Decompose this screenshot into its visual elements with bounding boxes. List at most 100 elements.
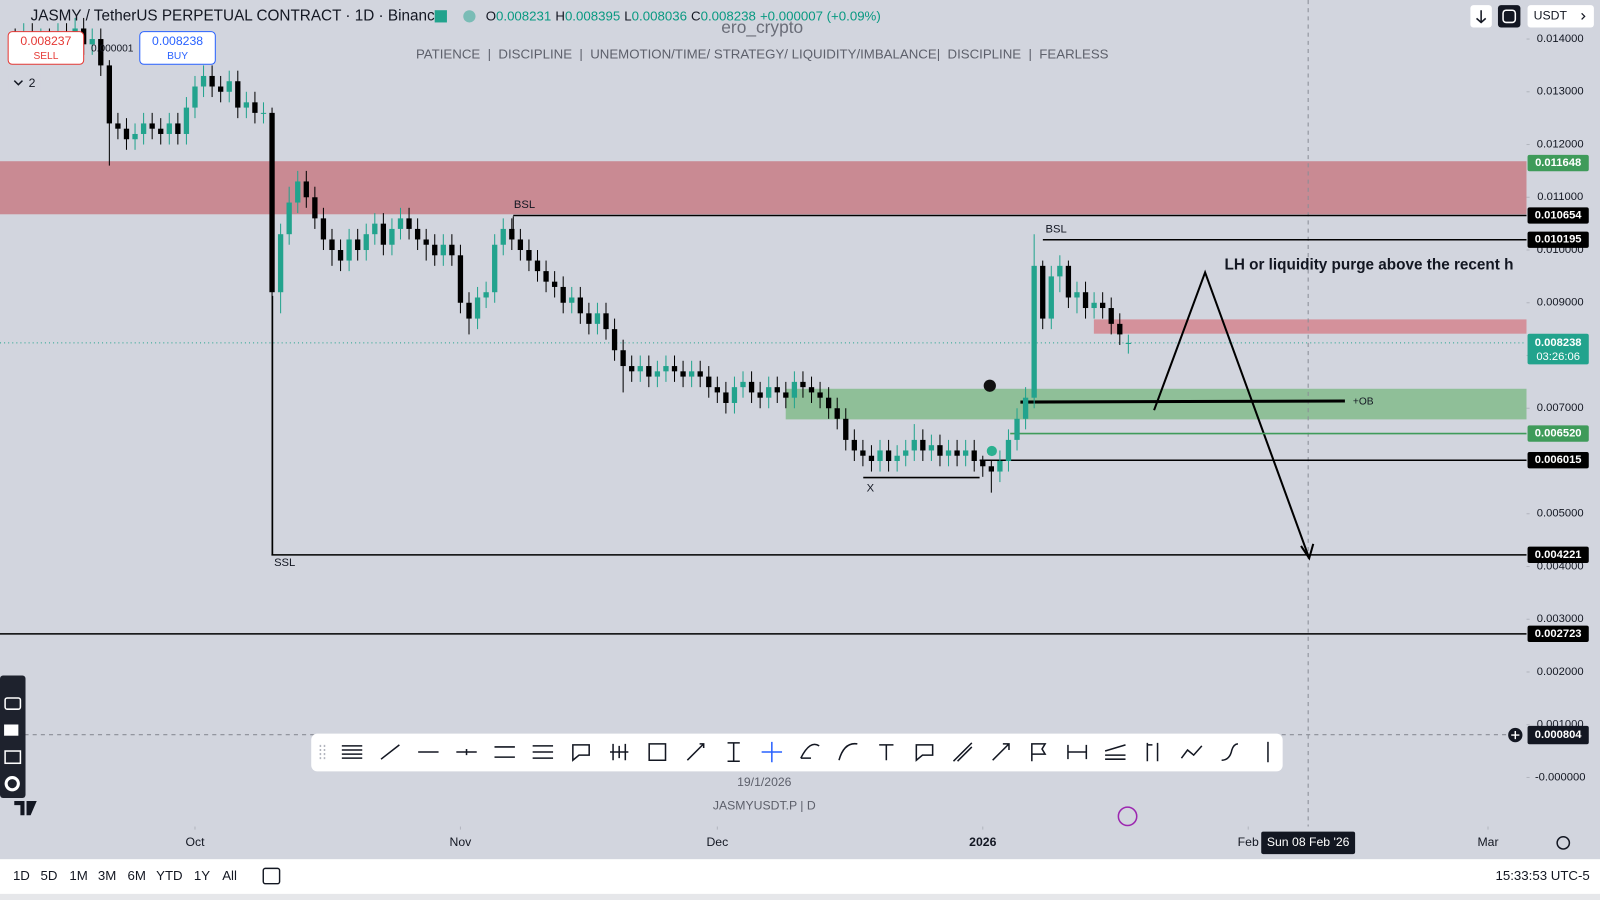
indicators-toggle[interactable] xyxy=(8,71,41,94)
y-tick-label: 0.013000 xyxy=(1537,86,1584,98)
supply-zone xyxy=(0,161,1527,215)
ohlc-change: +0.000007 (+0.09%) xyxy=(760,8,881,23)
timeframe-button[interactable]: YTD xyxy=(156,868,183,883)
tool-icon[interactable] xyxy=(1221,743,1239,761)
sync-button[interactable] xyxy=(1497,5,1521,28)
timeframe-button[interactable]: 6M xyxy=(128,868,146,883)
level-label-box xyxy=(1527,425,1589,442)
footer-symbol: JASMYUSDT.P | D xyxy=(713,798,816,812)
candle-body xyxy=(663,366,669,372)
candle-body xyxy=(457,255,464,303)
market-status xyxy=(434,10,447,23)
ohlc: O0.008231 H0.008395 L0.008036 C0.008238 +0.0… xyxy=(486,8,881,23)
annotation: +OB xyxy=(1353,397,1374,408)
tool-icon[interactable] xyxy=(380,744,400,760)
candle-body xyxy=(98,39,104,66)
bottom-strip xyxy=(0,893,1600,900)
clock: 15:33:53 UTC-5 xyxy=(1496,868,1590,883)
tool-icon[interactable] xyxy=(838,742,858,761)
chevron xyxy=(13,80,23,86)
tool-icon[interactable] xyxy=(915,744,934,762)
candle-body xyxy=(183,107,190,134)
timeframe-button[interactable]: 1D xyxy=(13,868,30,883)
layers-icon[interactable] xyxy=(4,750,22,765)
header: JASMY / TetherUS PERPETUAL CONTRACT · 1D… xyxy=(7,5,1594,94)
candle-body xyxy=(766,387,772,398)
tool-icon[interactable] xyxy=(992,743,1010,761)
candle-body xyxy=(1031,265,1037,398)
candle-body xyxy=(509,228,515,240)
sidebar-panel xyxy=(0,675,26,798)
drawing-toolbar: 19/1/2026 JASMYUSDT.P | D 15:33:53 UTC-5 xyxy=(262,733,1590,885)
candle-body xyxy=(1040,265,1046,319)
candle-body xyxy=(295,181,301,203)
sell-button[interactable] xyxy=(7,31,85,65)
alert-icon[interactable] xyxy=(983,379,996,392)
tool-icon[interactable] xyxy=(1104,744,1126,760)
tool-icon[interactable] xyxy=(341,745,363,759)
x-tick-label: 2026 xyxy=(969,835,996,849)
date-range-icon[interactable] xyxy=(262,867,281,885)
tool-icon[interactable] xyxy=(648,743,667,761)
candle-body xyxy=(911,439,917,451)
candle-body xyxy=(543,271,549,282)
timeframe-button[interactable]: All xyxy=(222,868,237,883)
level-label: 0.010654 xyxy=(1535,209,1583,221)
tool-icon[interactable] xyxy=(609,743,629,761)
tool-icon[interactable] xyxy=(1146,742,1159,762)
tool-icon[interactable] xyxy=(494,746,515,758)
tool-icon[interactable] xyxy=(572,744,590,762)
candle-body xyxy=(757,392,763,398)
candle-body xyxy=(218,86,224,92)
tool-icon[interactable] xyxy=(532,745,554,759)
timeframe-button[interactable]: 5D xyxy=(41,868,58,883)
currency: USDT xyxy=(1534,9,1568,23)
candle-body xyxy=(175,123,181,134)
tool-icon[interactable] xyxy=(1031,743,1047,762)
candle-body xyxy=(483,292,489,298)
candle-body xyxy=(209,75,215,87)
candle-body xyxy=(680,371,686,377)
lightning-icon[interactable] xyxy=(1117,806,1138,827)
axis-settings-icon[interactable] xyxy=(1556,835,1571,850)
tool-icon[interactable] xyxy=(686,743,705,761)
timeframe-button[interactable]: 3M xyxy=(98,868,116,883)
arrow-head xyxy=(1300,543,1315,561)
camera-icon[interactable] xyxy=(4,697,22,710)
tool-icon[interactable] xyxy=(456,748,477,756)
annotation: BSL xyxy=(1046,224,1067,236)
candle-body xyxy=(115,123,121,129)
video-icon[interactable] xyxy=(4,724,19,736)
plus-icon xyxy=(1511,730,1520,740)
tool-icon[interactable] xyxy=(727,742,740,762)
ohlc-letter: H xyxy=(555,8,565,23)
candle-body xyxy=(474,297,481,319)
tool-icon[interactable] xyxy=(1180,745,1203,759)
level-label-box xyxy=(1527,154,1589,172)
tool-icon[interactable] xyxy=(879,744,894,761)
buy-button[interactable] xyxy=(139,31,216,65)
level-label: 0.010195 xyxy=(1535,234,1582,246)
tool-icon[interactable] xyxy=(1067,744,1088,760)
candle-body xyxy=(106,65,113,124)
timeframe-button[interactable]: 1M xyxy=(69,868,87,883)
candle-body xyxy=(714,387,720,393)
timeframe-button[interactable]: 1Y xyxy=(194,868,210,883)
settings-icon[interactable] xyxy=(4,776,20,792)
level-label-box xyxy=(1527,546,1589,563)
candle-body xyxy=(1074,292,1080,298)
tool-icon[interactable] xyxy=(761,741,783,763)
candle-body xyxy=(320,218,327,240)
tool-icon[interactable] xyxy=(800,743,820,759)
candle-body xyxy=(492,244,498,293)
tool-icon[interactable] xyxy=(952,742,973,762)
level-label: 0.006520 xyxy=(1535,428,1582,440)
candle-body xyxy=(560,286,566,303)
candle-body xyxy=(920,439,926,451)
candle-body xyxy=(1117,323,1123,335)
candle-body xyxy=(868,455,875,462)
level-label: 0.004221 xyxy=(1535,549,1582,561)
ohlc-letter: L xyxy=(624,8,631,23)
currency-select[interactable] xyxy=(1527,5,1594,28)
